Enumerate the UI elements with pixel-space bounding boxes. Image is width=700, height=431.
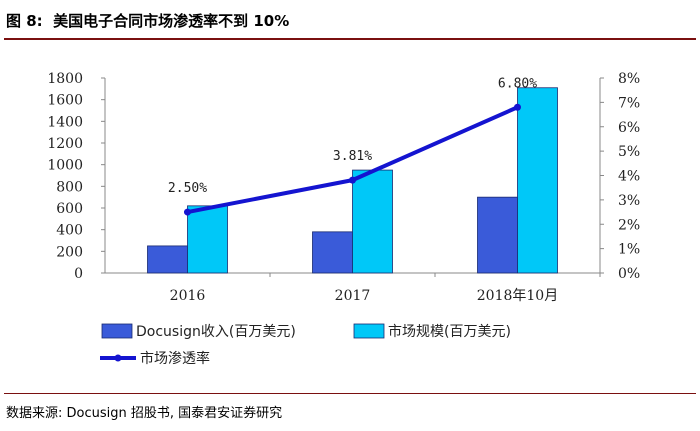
penetration-rate-point bbox=[514, 103, 521, 111]
left-tick-label: 1200 bbox=[47, 136, 83, 152]
right-tick-label: 8% bbox=[618, 71, 640, 87]
legend-swatch-point bbox=[114, 354, 122, 362]
penetration-rate-data-label: 3.81% bbox=[333, 149, 372, 164]
docusign-revenue-bar bbox=[477, 196, 518, 274]
penetration-rate-point bbox=[184, 208, 191, 216]
figure-title-text: 美国电子合同市场渗透率不到 10% bbox=[53, 12, 290, 30]
left-tick-label: 1800 bbox=[47, 71, 83, 87]
x-tick-label: 2017 bbox=[335, 288, 371, 304]
legend-swatch-docusign bbox=[101, 323, 133, 339]
left-tick-label: 1400 bbox=[47, 114, 83, 130]
right-tick-label: 5% bbox=[618, 144, 640, 160]
top-rule bbox=[4, 38, 696, 40]
legend-label-market: 市场规模(百万美元) bbox=[388, 323, 511, 340]
penetration-rate-point bbox=[349, 176, 356, 184]
right-tick-label: 6% bbox=[618, 120, 640, 136]
left-tick-label: 1000 bbox=[47, 158, 83, 174]
bottom-rule bbox=[4, 393, 696, 394]
right-tick-label: 0% bbox=[618, 266, 640, 282]
figure-label: 图 8: bbox=[6, 12, 43, 30]
figure-title: 图 8: 美国电子合同市场渗透率不到 10% bbox=[6, 10, 289, 31]
market-size-bar bbox=[352, 169, 393, 274]
left-tick-label: 400 bbox=[56, 223, 83, 239]
left-tick-label: 600 bbox=[56, 201, 83, 217]
left-tick-label: 0 bbox=[74, 266, 83, 282]
market-size-bar bbox=[517, 87, 558, 274]
penetration-rate-data-label: 2.50% bbox=[168, 181, 207, 196]
left-tick-label: 200 bbox=[56, 244, 83, 260]
x-tick-label: 2018年10月 bbox=[477, 288, 558, 304]
source-note: 数据来源: Docusign 招股书, 国泰君安证券研究 bbox=[6, 406, 283, 421]
left-tick-label: 1600 bbox=[47, 93, 83, 109]
docusign-revenue-bar bbox=[147, 245, 188, 274]
x-tick-label: 2016 bbox=[170, 288, 206, 304]
market-size-bar bbox=[187, 205, 228, 274]
right-tick-label: 2% bbox=[618, 217, 640, 233]
penetration-rate-data-label: 6.80% bbox=[498, 76, 537, 91]
right-tick-label: 1% bbox=[618, 242, 640, 258]
legend-label-line: 市场渗透率 bbox=[140, 350, 210, 367]
docusign-revenue-bar bbox=[312, 231, 353, 274]
legend-swatch-market bbox=[353, 323, 385, 339]
right-tick-label: 3% bbox=[618, 193, 640, 209]
right-tick-label: 4% bbox=[618, 169, 640, 185]
legend-label-docusign: Docusign收入(百万美元) bbox=[136, 324, 296, 340]
left-tick-label: 800 bbox=[56, 179, 83, 195]
right-tick-label: 7% bbox=[618, 95, 640, 111]
